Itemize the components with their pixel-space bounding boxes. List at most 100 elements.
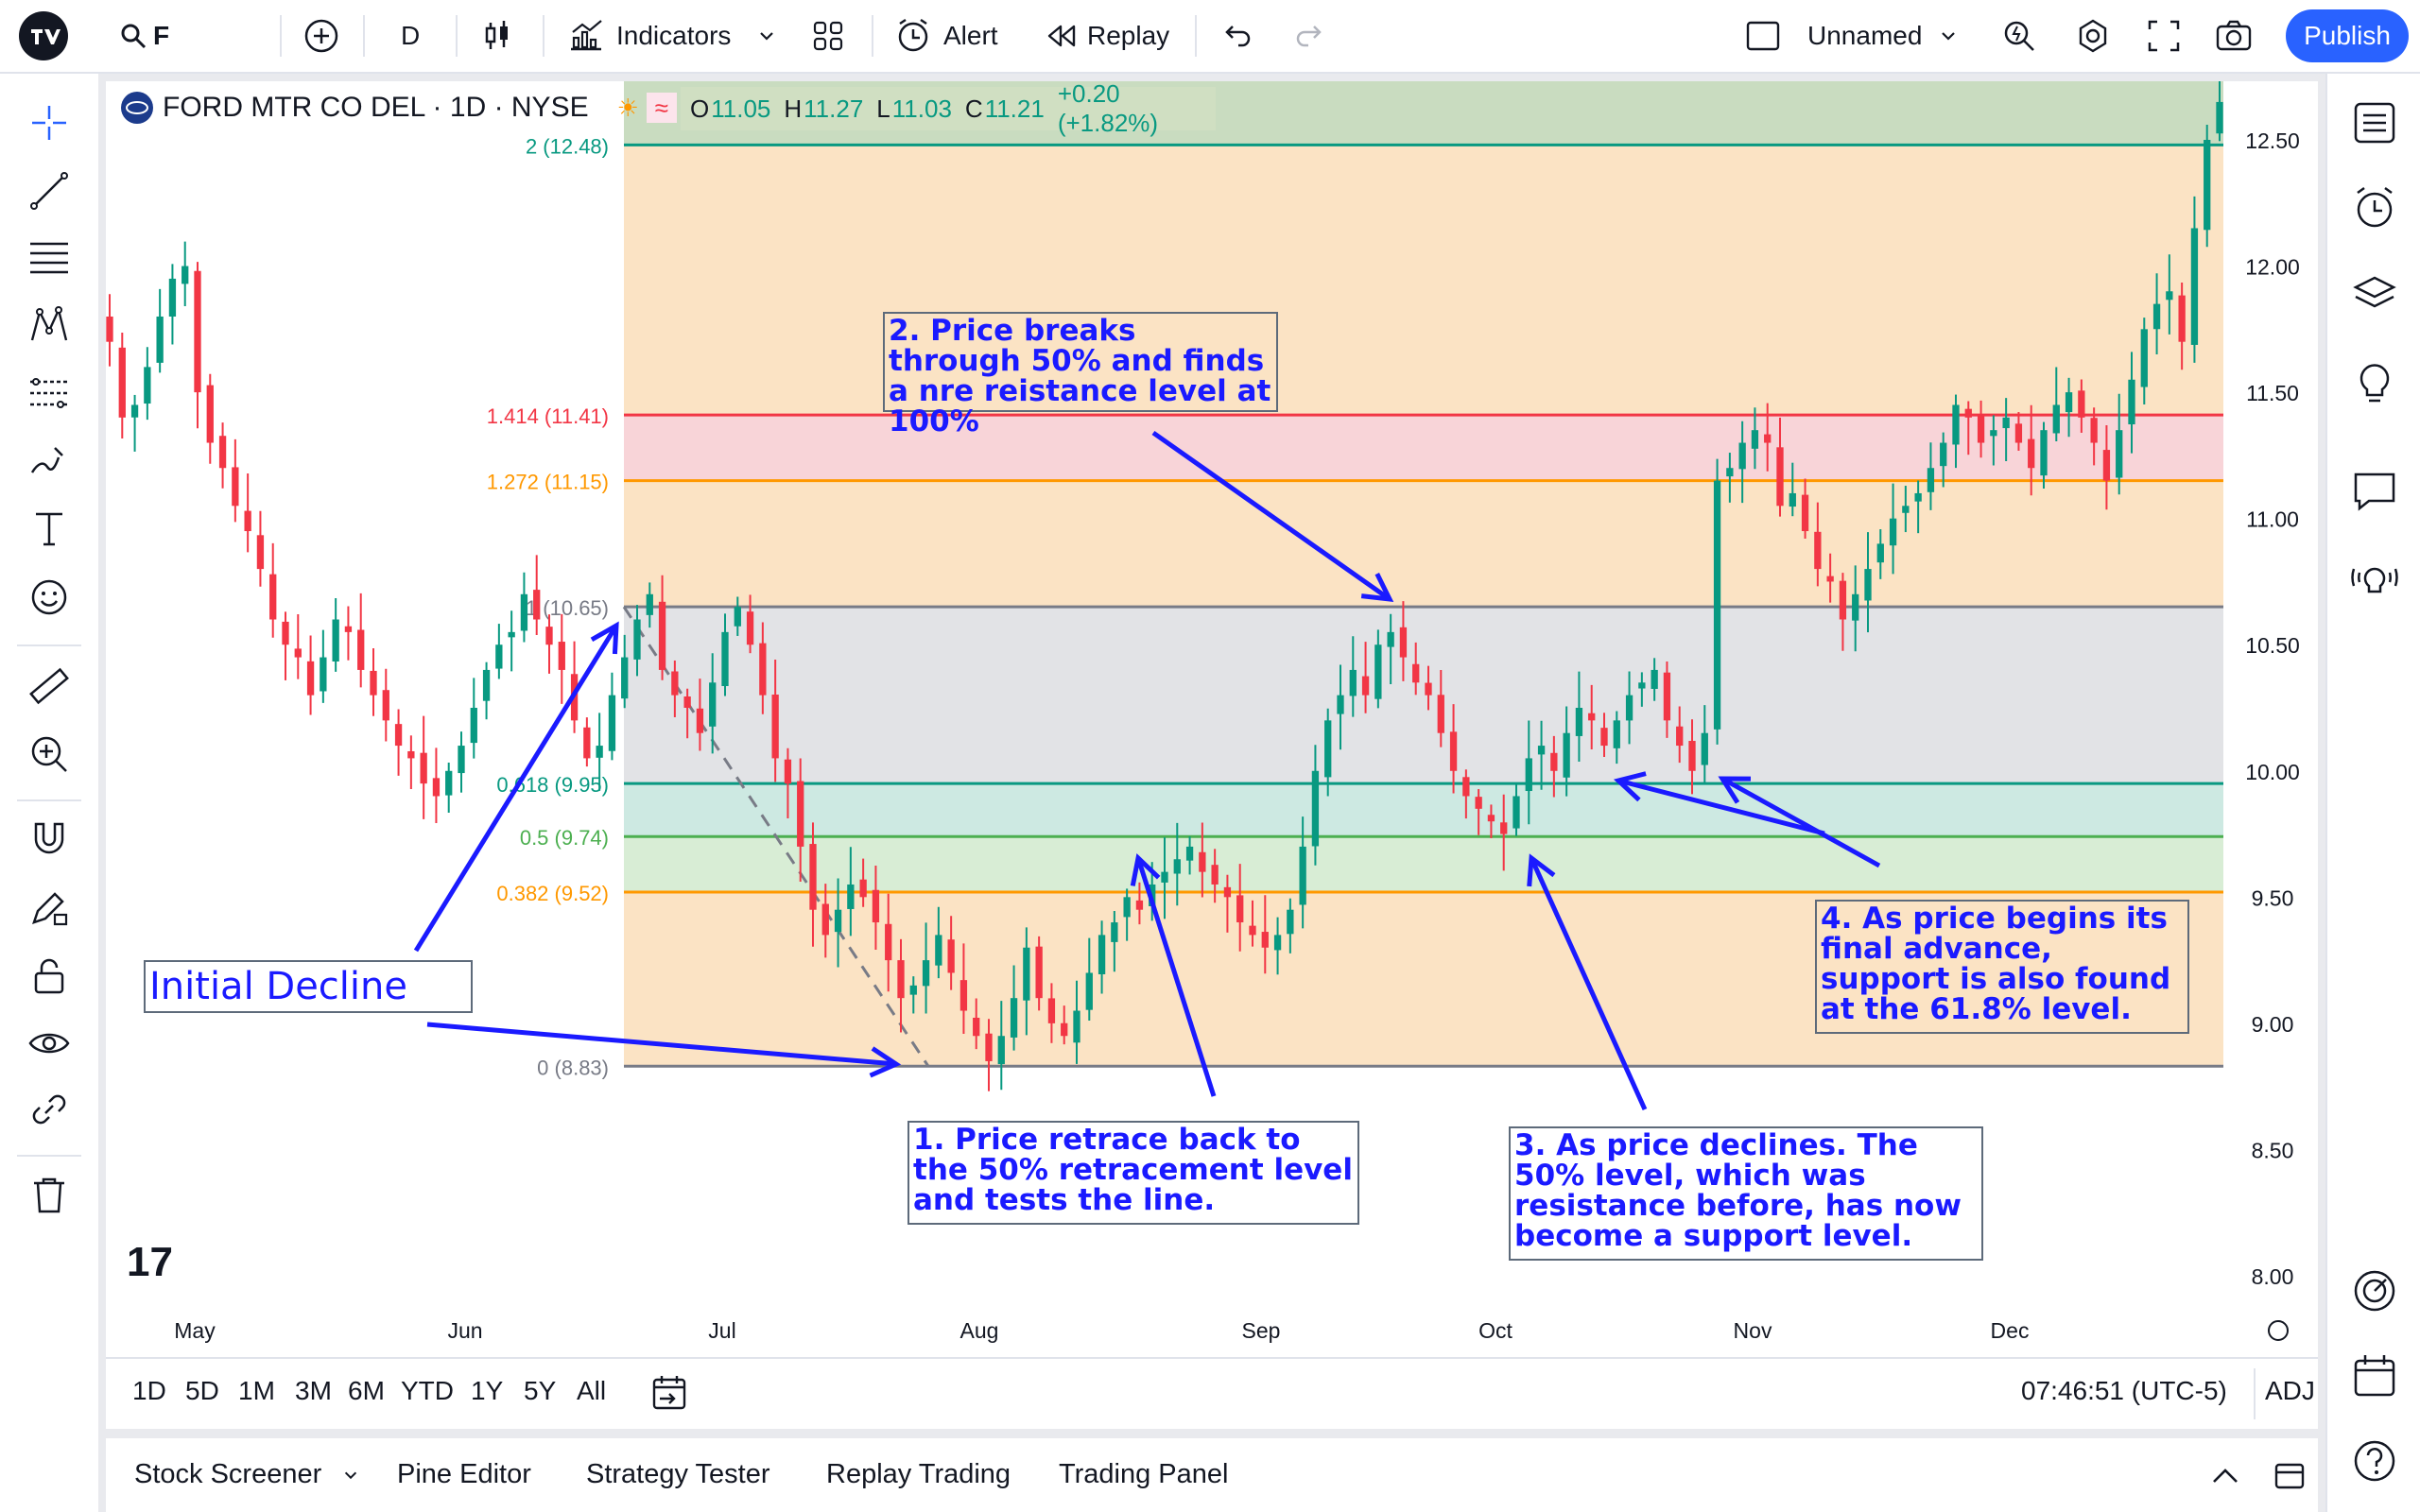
range-button-all[interactable]: All [577,1376,607,1405]
magnet-tool[interactable] [25,815,74,864]
ideas-button[interactable] [2348,355,2401,408]
interval-button[interactable]: D [401,13,420,59]
help-button[interactable] [2348,1435,2401,1487]
candle-body [1425,682,1432,696]
chat-bubble-icon [2354,472,2395,511]
annotation-note-3[interactable]: 3. As price declines. The 50% level, whi… [1509,1126,1983,1261]
range-button-ytd[interactable]: YTD [401,1376,454,1405]
streams-button[interactable] [2348,552,2401,605]
collapse-panel-button[interactable] [2206,1457,2244,1500]
undo-button[interactable] [1219,13,1253,59]
maximize-panel-button[interactable] [2271,1457,2308,1500]
candle-body [1625,695,1634,721]
trend-line-tool[interactable] [25,166,74,215]
annotation-note-2[interactable]: 2. Price breaks through 50% and finds a … [883,312,1278,437]
fib-tools[interactable] [25,232,74,282]
candle-body [458,746,465,774]
symbol-legend[interactable]: FORD MTR CO DEL · 1D · NYSE ☀ ≈ [119,87,677,129]
range-button-1y[interactable]: 1Y [471,1376,504,1405]
fib-level-label: 0 (8.83) [537,1056,609,1079]
candle-body [1047,998,1056,1023]
separator [363,15,365,57]
candle-body [1010,998,1018,1038]
snapshot-button[interactable] [2214,13,2254,59]
candle-body [608,695,616,751]
price-tick-label: 11.00 [2246,507,2299,532]
candle-body [633,619,641,660]
change-value: +0.20 (+1.82%) [1057,79,1159,137]
range-button-1m[interactable]: 1M [238,1376,275,1405]
candle-body [1261,932,1269,948]
brush-tool[interactable] [25,437,74,486]
candle-body [1663,672,1671,721]
note2-arrow [1151,430,1392,602]
annotation-note-4[interactable]: 4. As price begins its final advance, su… [1815,900,2189,1034]
axis-settings-icon[interactable] [2268,1320,2289,1341]
zoom-tool[interactable] [25,730,74,779]
link-tool[interactable] [25,1085,74,1134]
annotation-initial-decline[interactable]: Initial Decline [144,960,473,1013]
text-tool[interactable] [25,505,74,554]
alert-button[interactable]: Alert [894,13,998,59]
chart-style-button[interactable] [478,13,516,59]
note4-arrow-a-head [1613,771,1647,802]
price-axis[interactable] [2223,81,2318,1357]
forecast-tool[interactable] [25,369,74,418]
right-sidebar [2325,74,2420,1512]
tab-trading-panel[interactable]: Trading Panel [1059,1459,1228,1490]
candle-body [947,939,955,973]
quick-search-button[interactable] [2000,13,2038,59]
settings-button[interactable] [2074,13,2112,59]
indicators-button[interactable]: Indicators [567,13,776,59]
stay-in-drawing-mode[interactable] [25,883,74,932]
redo-button[interactable] [1293,13,1327,59]
tab-strategy-tester[interactable]: Strategy Tester [586,1459,770,1490]
tab-stock-screener[interactable]: Stock Screener [134,1459,359,1490]
pattern-tool[interactable] [25,301,74,350]
candle-body [2078,390,2085,418]
templates-button[interactable] [809,13,847,59]
layout-selector[interactable]: Unnamed [1745,13,1958,59]
candle-body [1287,909,1294,935]
candle-body [2028,438,2035,469]
chats-button[interactable] [2348,465,2401,518]
publish-button[interactable]: Publish [2286,9,2409,62]
clock-timezone[interactable]: 07:46:51 (UTC-5) [2021,1376,2227,1405]
adj-toggle[interactable]: ADJ [2265,1376,2315,1405]
symbol-search[interactable]: F [119,13,169,59]
candle-body [1876,543,1884,563]
note1-arrow-head [1130,853,1161,886]
icons-tool[interactable] [25,573,74,622]
technicals-button[interactable] [2348,1264,2401,1317]
calendar-button[interactable] [2348,1349,2401,1402]
range-button-1d[interactable]: 1D [132,1376,166,1405]
close-value: 11.21 [984,94,1045,123]
replay-button[interactable]: Replay [1044,13,1169,59]
goto-date-button[interactable] [648,1372,690,1418]
range-button-5d[interactable]: 5D [185,1376,219,1405]
range-button-6m[interactable]: 6M [348,1376,385,1405]
top-toolbar: F D Indicators Alert Replay Unnamed [0,0,2420,74]
lock-drawings[interactable] [25,951,74,1000]
annotation-note-1[interactable]: 1. Price retrace back to the 50% retrace… [908,1121,1359,1225]
fib-level-label: 1.414 (11.41) [487,404,609,428]
alerts-button[interactable] [2348,181,2401,234]
crosshair-tool[interactable] [25,98,74,147]
measure-tool[interactable] [25,662,74,711]
chart-panel[interactable]: 2 (12.48) 1.414 (11.41) 1.272 (11.15) 1 (10… [106,81,2318,1427]
tab-label: Strategy Tester [586,1459,770,1489]
range-button-3m[interactable]: 3M [295,1376,332,1405]
tab-replay-trading[interactable]: Replay Trading [826,1459,1011,1490]
fullscreen-button[interactable] [2146,13,2182,59]
object-tree-button[interactable] [2348,268,2401,321]
price-chart[interactable]: 2 (12.48)1.414 (11.41)1.272 (11.15)1 (10… [106,81,2318,1357]
tab-pine-editor[interactable]: Pine Editor [397,1459,531,1490]
candle-body [1814,531,1822,570]
tab-label: Stock Screener [134,1459,322,1489]
range-button-5y[interactable]: 5Y [524,1376,557,1405]
add-symbol-button[interactable] [302,13,340,59]
watchlist-button[interactable] [2348,96,2401,149]
tradingview-logo[interactable] [19,11,68,60]
remove-drawings[interactable] [25,1170,74,1219]
hide-drawings[interactable] [25,1019,74,1068]
